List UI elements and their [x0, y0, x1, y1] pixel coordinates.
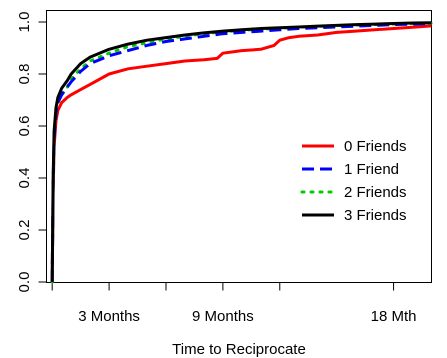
y-tick-label: 1.0: [16, 12, 33, 33]
series-line-1: [50, 22, 432, 283]
x-tick-label: 18 Mth: [371, 308, 417, 325]
y-tick-label: 0.2: [16, 220, 33, 241]
y-tick-label: 0.8: [16, 64, 33, 85]
series-layer: [50, 21, 433, 284]
plot-box: [46, 10, 432, 283]
y-axis: 0.0 0.2 0.4 0.6 0.8 1.0: [16, 12, 47, 293]
legend-label: 1 Friend: [344, 161, 399, 178]
series-line-0: [50, 24, 432, 283]
legend-label: 0 Friends: [344, 138, 407, 155]
x-axis-title: Time to Reciprocate: [172, 341, 306, 358]
x-tick-label: 9 Months: [192, 308, 254, 325]
y-tick-label: 0.6: [16, 116, 33, 137]
series-line-3: [50, 21, 432, 283]
legend-label: 2 Friends: [344, 184, 407, 201]
x-axis: 3 Months 9 Months 18 Mth: [51, 282, 417, 325]
legend-label: 3 Friends: [344, 207, 407, 224]
y-tick-label: 0.0: [16, 272, 33, 293]
y-tick-label: 0.4: [16, 168, 33, 189]
x-tick-label: 3 Months: [78, 308, 140, 325]
legend: 0 Friends 1 Friend 2 Friends 3 Friends: [300, 138, 407, 224]
